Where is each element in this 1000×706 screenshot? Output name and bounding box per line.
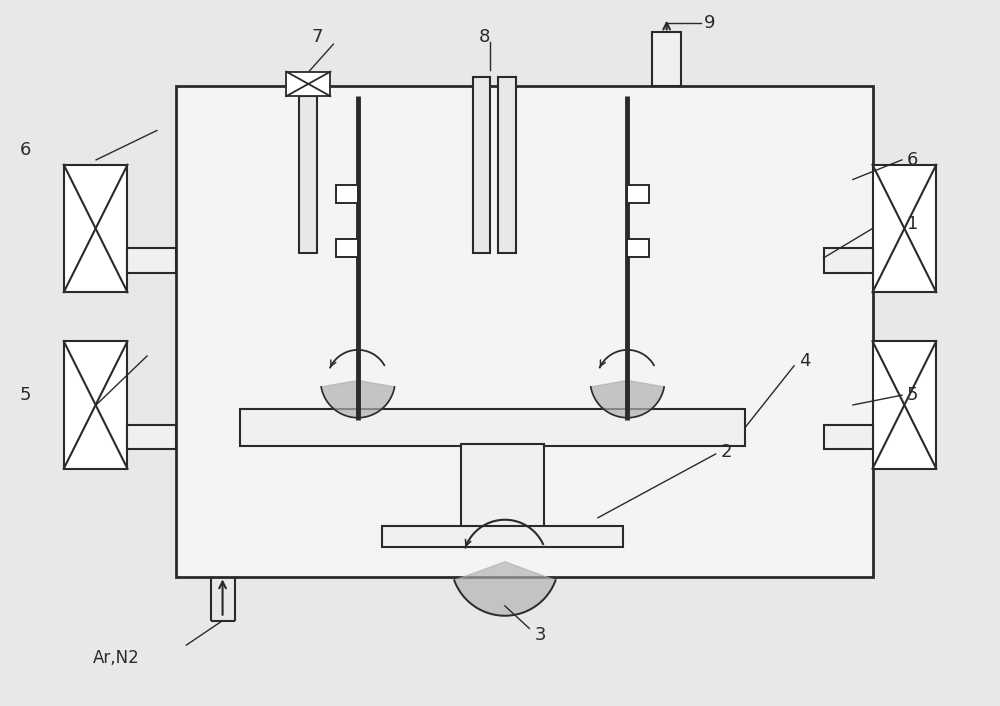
Text: 3: 3	[534, 626, 546, 645]
Bar	[652, 32, 681, 86]
Bar	[824, 248, 873, 273]
Bar	[873, 341, 936, 469]
Bar	[473, 76, 490, 253]
Text: 6: 6	[907, 151, 918, 169]
Bar	[64, 341, 127, 469]
Bar	[824, 424, 873, 449]
Bar	[240, 409, 745, 446]
Polygon shape	[591, 381, 664, 418]
Bar	[627, 239, 649, 257]
Text: 9: 9	[704, 13, 715, 32]
Text: 5: 5	[20, 386, 31, 404]
Bar	[127, 424, 176, 449]
Text: 2: 2	[721, 443, 732, 461]
Bar	[336, 239, 358, 257]
Bar	[127, 248, 176, 273]
Polygon shape	[321, 381, 395, 418]
Bar	[176, 86, 873, 577]
Bar	[382, 525, 623, 547]
Bar	[336, 186, 358, 203]
Text: 1: 1	[907, 215, 918, 232]
Bar	[64, 164, 127, 292]
Text: 6: 6	[20, 141, 31, 159]
Text: 4: 4	[799, 352, 810, 370]
Bar	[627, 186, 649, 203]
Polygon shape	[454, 562, 556, 616]
Bar	[286, 71, 330, 96]
Text: Ar,N2: Ar,N2	[93, 649, 140, 667]
Bar	[299, 96, 317, 253]
Text: 5: 5	[907, 386, 918, 404]
Text: 7: 7	[312, 28, 323, 47]
Text: 8: 8	[478, 28, 490, 47]
Bar	[461, 444, 544, 527]
Bar	[873, 164, 936, 292]
Bar	[498, 76, 516, 253]
